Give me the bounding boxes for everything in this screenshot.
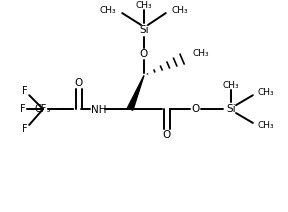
Text: Si: Si	[139, 25, 149, 35]
Text: CH₃: CH₃	[136, 1, 152, 10]
Text: CF₃: CF₃	[35, 104, 51, 114]
Text: O: O	[191, 104, 200, 114]
Text: Si: Si	[226, 104, 236, 114]
Text: NH: NH	[91, 105, 106, 115]
Text: CH₃: CH₃	[223, 81, 239, 90]
Text: F: F	[20, 104, 26, 114]
Text: CH₃: CH₃	[258, 88, 274, 97]
Text: O: O	[75, 78, 83, 88]
Text: O: O	[140, 49, 148, 59]
Text: CH₃: CH₃	[172, 6, 188, 15]
Text: O: O	[163, 130, 171, 140]
Text: CH₃: CH₃	[192, 49, 209, 58]
Text: CH₃: CH₃	[100, 6, 116, 15]
Polygon shape	[127, 75, 144, 110]
Text: CH₃: CH₃	[258, 121, 274, 130]
Text: F: F	[22, 86, 28, 96]
Text: F: F	[22, 124, 28, 134]
